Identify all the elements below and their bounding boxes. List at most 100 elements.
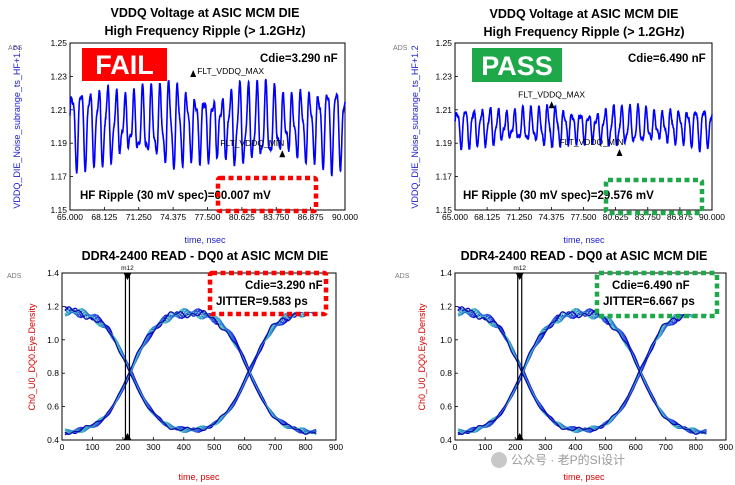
status-label: PASS xyxy=(481,51,553,81)
marker-triangle xyxy=(123,273,132,280)
x-tick-label: 800 xyxy=(689,442,703,452)
x-tick-label: 80.625 xyxy=(229,212,255,222)
eye-trace-rising xyxy=(457,310,707,436)
x-tick-label: 68.125 xyxy=(91,212,117,222)
x-tick-label: 74.375 xyxy=(538,212,564,222)
marker-triangle xyxy=(279,150,286,158)
ads-tag: ADS xyxy=(393,45,408,52)
x-tick-label: 200 xyxy=(508,442,522,452)
status-banner xyxy=(472,48,562,82)
chart-ripple_fail: 65.000 68.125 71.250 74.375 77.500 80.625 83.7… xyxy=(8,6,358,245)
watermark: 公众号 · 老P的SI设计 xyxy=(491,452,625,468)
x-tick-label: 83.750 xyxy=(635,212,661,222)
chart-eye_fail: 0 100 200 300 400 500 600 700 800 900 0.4 0.6 0.8 1.0… xyxy=(7,249,343,482)
x-tick-label: 700 xyxy=(268,442,282,452)
y-tick-label: 1.4 xyxy=(440,268,452,278)
y-tick-label: 1.25 xyxy=(50,38,67,48)
annotation-bg xyxy=(212,275,324,312)
chart-subtitle: High Frequency Ripple (> 1.2GHz) xyxy=(104,24,305,38)
jitter-highlight-box xyxy=(594,270,720,319)
x-tick-label: 100 xyxy=(85,442,99,452)
cdie-label: Cdie=3.290 nF xyxy=(260,53,338,65)
ripple-highlight-box xyxy=(215,175,319,214)
x-tick-label: 74.375 xyxy=(160,212,186,222)
y-tick-label: 1.2 xyxy=(440,301,452,311)
marker-label: m12 xyxy=(121,265,134,272)
x-tick-label: 200 xyxy=(116,442,130,452)
marker-label: FLT_VDDQ_MIN xyxy=(559,137,623,147)
x-tick-label: 71.250 xyxy=(506,212,532,222)
marker-label: FLT_VDDQ_MAX xyxy=(518,89,585,99)
y-tick-label: 1.23 xyxy=(435,71,452,81)
y-tick-label: 1.15 xyxy=(435,205,452,215)
chart-ripple_pass: 65.000 68.125 71.250 74.375 77.500 80.625 83.7… xyxy=(393,7,725,245)
ripple-highlight-box xyxy=(603,177,705,216)
marker-label: m12 xyxy=(513,265,526,272)
jitter-label: JITTER=9.583 ps xyxy=(216,296,308,308)
chart-title: DDR4-2400 READ - DQ0 at ASIC MCM DIE xyxy=(82,249,329,263)
jitter-label: JITTER=6.667 ps xyxy=(603,296,695,308)
y-tick-label: 0.6 xyxy=(440,402,452,412)
x-tick-label: 500 xyxy=(598,442,612,452)
chart-eye_pass: 0 100 200 300 400 500 600 700 800 900 0.4 0.6 0.8 1.0… xyxy=(395,249,733,482)
annotation-bg xyxy=(599,275,715,314)
y-axis-label: VDDQ_DIE_Noise_subrange_ts_HF+1.2 xyxy=(12,45,22,208)
status-label: FAIL xyxy=(95,50,154,80)
chart-title: DDR4-2400 READ - DQ0 at ASIC MCM DIE xyxy=(461,249,708,263)
x-tick-label: 80.625 xyxy=(603,212,629,222)
x-tick-label: 90.000 xyxy=(699,212,725,222)
cdie-label: Cdie=6.490 nF xyxy=(628,53,706,65)
x-tick-label: 400 xyxy=(177,442,191,452)
y-tick-label: 1.19 xyxy=(435,138,452,148)
x-tick-label: 77.500 xyxy=(195,212,221,222)
watermark-text: 公众号 · 老P的SI设计 xyxy=(511,452,625,467)
x-tick-label: 0 xyxy=(453,442,458,452)
x-axis-label: time, psec xyxy=(178,472,220,482)
x-axis-label: time, nsec xyxy=(563,235,605,245)
x-tick-label: 700 xyxy=(659,442,673,452)
x-tick-label: 65.000 xyxy=(442,212,468,222)
y-tick-label: 1.21 xyxy=(435,105,452,115)
y-tick-label: 1.25 xyxy=(435,38,452,48)
x-tick-label: 900 xyxy=(719,442,733,452)
x-tick-label: 400 xyxy=(568,442,582,452)
ripple-label: HF Ripple (30 mV spec)=60.007 mV xyxy=(80,190,271,202)
x-tick-label: 86.875 xyxy=(667,212,693,222)
y-axis-label: Ch0_U0_DQ0.Eye.Density xyxy=(417,303,427,411)
x-tick-label: 100 xyxy=(478,442,492,452)
x-tick-label: 600 xyxy=(629,442,643,452)
ripple-waveform xyxy=(69,78,346,177)
x-tick-label: 800 xyxy=(298,442,312,452)
marker-label: FLT_VDDQ_MAX xyxy=(197,66,264,76)
eye-trace-falling xyxy=(64,306,317,432)
cdie-label: Cdie=3.290 nF xyxy=(245,280,323,292)
marker-triangle xyxy=(190,70,197,78)
y-axis-label: Ch0_U0_DQ0.Eye.Density xyxy=(27,303,37,411)
ads-tag: ADS xyxy=(395,273,410,280)
y-tick-label: 1.23 xyxy=(50,71,67,81)
x-tick-label: 500 xyxy=(207,442,221,452)
x-tick-label: 77.500 xyxy=(571,212,597,222)
eye-trace-falling xyxy=(457,306,707,432)
jitter-highlight-box xyxy=(207,270,329,317)
ripple-label: HF Ripple (30 mV spec)=29.576 mV xyxy=(463,190,654,202)
ads-tag: ADS xyxy=(8,45,23,52)
ripple-label-bg xyxy=(78,187,308,203)
x-tick-label: 71.250 xyxy=(126,212,152,222)
chart-subtitle: High Frequency Ripple (> 1.2GHz) xyxy=(483,25,684,39)
y-tick-label: 0.8 xyxy=(440,368,452,378)
x-tick-label: 90.000 xyxy=(332,212,358,222)
marker-label: FLT_VDDQ_MIN xyxy=(220,138,284,148)
eye-trace-rising xyxy=(64,310,317,436)
marker-triangle xyxy=(548,101,555,109)
ripple-label-bg xyxy=(461,187,691,203)
watermark-icon xyxy=(491,452,507,468)
x-tick-label: 86.875 xyxy=(298,212,324,222)
y-tick-label: 0.8 xyxy=(47,368,59,378)
y-tick-label: 1.17 xyxy=(435,172,452,182)
y-tick-label: 0.6 xyxy=(47,402,59,412)
x-tick-label: 83.750 xyxy=(263,212,289,222)
y-tick-label: 0.4 xyxy=(47,435,59,445)
y-tick-label: 1.19 xyxy=(50,138,67,148)
x-tick-label: 900 xyxy=(329,442,343,452)
